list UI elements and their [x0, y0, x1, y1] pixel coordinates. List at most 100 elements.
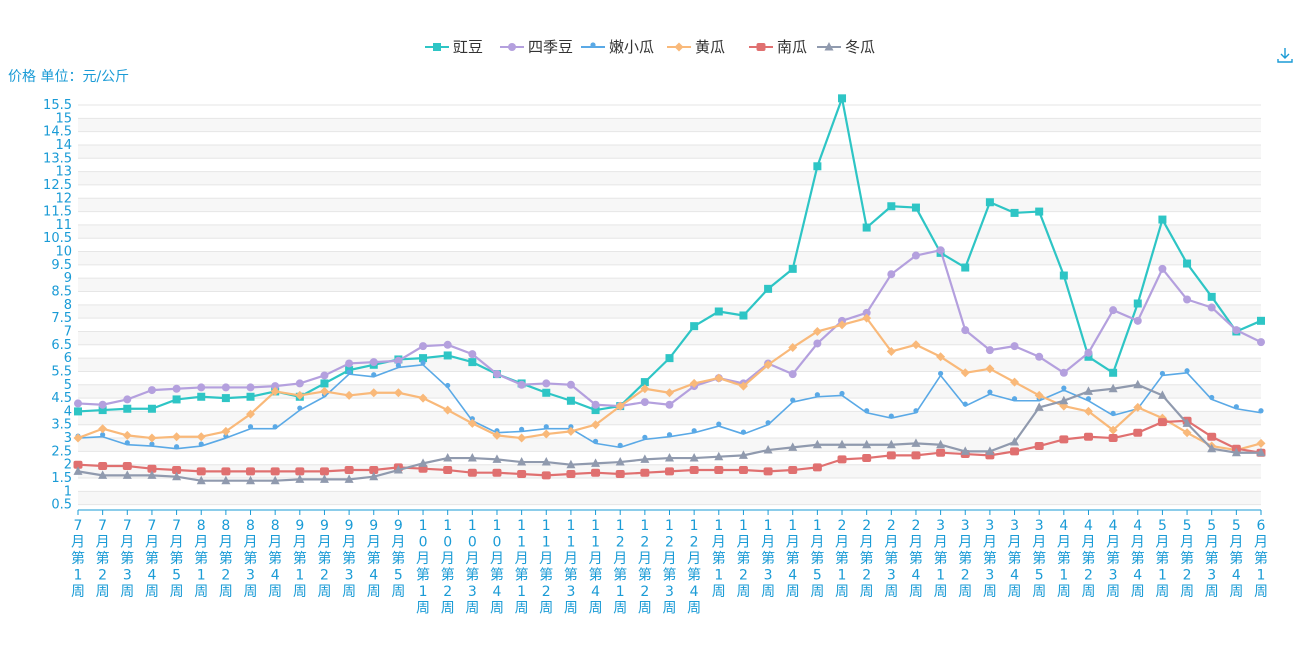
- data-point: [519, 426, 525, 432]
- data-point: [1182, 418, 1192, 427]
- data-point: [443, 351, 452, 360]
- data-point: [1207, 292, 1216, 301]
- grid-band: [78, 118, 1261, 132]
- data-point: [1108, 383, 1118, 393]
- data-point: [617, 442, 623, 448]
- data-point: [960, 368, 970, 378]
- data-point: [344, 390, 354, 400]
- data-point: [172, 384, 181, 393]
- data-point: [886, 346, 896, 356]
- data-point: [814, 392, 820, 398]
- data-point: [98, 470, 108, 479]
- x-tick-label: 5 月第 3 周: [1205, 518, 1219, 600]
- data-point: [911, 451, 921, 460]
- data-point: [813, 162, 822, 171]
- x-tick-label: 5 月第 2 周: [1180, 518, 1194, 600]
- series-冬瓜: [73, 379, 1266, 485]
- data-point: [640, 378, 649, 387]
- data-point: [98, 400, 107, 409]
- data-point: [738, 381, 748, 391]
- data-point: [147, 470, 157, 479]
- data-point: [936, 448, 946, 457]
- y-tick-label: 3: [64, 431, 72, 446]
- data-point: [98, 462, 108, 471]
- legend-marker: [590, 42, 596, 48]
- data-point: [591, 400, 600, 409]
- data-point: [1061, 385, 1067, 391]
- data-point: [319, 474, 329, 483]
- x-tick-label: 1 2 月第 1 周: [613, 518, 627, 617]
- data-point: [987, 389, 993, 395]
- legend-item-嫩小瓜[interactable]: 嫩小瓜: [581, 38, 654, 56]
- data-point: [221, 394, 230, 403]
- grid-band: [78, 331, 1261, 345]
- data-point: [936, 246, 945, 255]
- data-point: [369, 388, 379, 398]
- legend-item-豇豆[interactable]: 豇豆: [425, 38, 483, 56]
- x-tick-label: 1 2 月第 2 周: [638, 518, 652, 617]
- legend-label: 冬瓜: [845, 38, 875, 56]
- y-tick-label: 13: [55, 165, 72, 180]
- download-icon[interactable]: [1276, 46, 1294, 64]
- data-point: [862, 308, 871, 317]
- data-point: [888, 413, 894, 419]
- data-point: [1157, 390, 1167, 399]
- legend-label: 嫩小瓜: [609, 38, 654, 56]
- data-point: [1109, 368, 1118, 377]
- data-point: [196, 432, 206, 442]
- data-point: [147, 386, 156, 395]
- data-point: [246, 475, 256, 485]
- y-tick-label: 10: [55, 245, 72, 260]
- legend-item-南瓜[interactable]: 南瓜: [749, 38, 807, 56]
- grid-band: [78, 251, 1261, 265]
- y-tick-label: 8.5: [51, 285, 72, 300]
- y-tick-label: 2.5: [51, 444, 72, 459]
- data-point: [197, 392, 206, 401]
- data-point: [764, 284, 773, 293]
- legend[interactable]: 豇豆 四季豆 嫩小瓜 黄瓜 南瓜 冬瓜: [425, 38, 875, 56]
- data-point: [468, 350, 477, 359]
- series-lines: [73, 94, 1266, 485]
- data-point: [665, 400, 674, 409]
- data-point: [1059, 271, 1068, 280]
- data-point: [862, 454, 872, 463]
- data-point: [961, 263, 970, 272]
- data-point: [1257, 338, 1265, 347]
- data-point: [517, 470, 527, 479]
- grid-band: [78, 144, 1261, 159]
- data-point: [812, 463, 822, 472]
- data-point: [419, 354, 428, 363]
- x-tick-label: 3 月第 5 周: [1032, 518, 1046, 600]
- data-point: [936, 439, 946, 449]
- data-point: [592, 438, 599, 444]
- data-point: [542, 388, 551, 397]
- legend-item-四季豆[interactable]: 四季豆: [500, 38, 573, 56]
- data-point: [911, 203, 920, 212]
- x-tick-label: 1 0 月第 3 周: [465, 518, 479, 617]
- data-point: [615, 401, 625, 411]
- data-point: [666, 432, 673, 438]
- data-point: [864, 408, 870, 414]
- data-point: [394, 356, 403, 365]
- y-tick-label: 9.5: [51, 258, 72, 273]
- legend-marker: [508, 43, 516, 51]
- data-point: [838, 94, 847, 103]
- legend-item-冬瓜[interactable]: 冬瓜: [817, 38, 875, 56]
- grid-band: [78, 224, 1261, 239]
- data-point: [1207, 303, 1216, 312]
- data-point: [615, 470, 625, 479]
- legend-marker: [674, 42, 684, 52]
- data-point: [591, 468, 601, 477]
- data-point: [739, 311, 748, 320]
- data-point: [1158, 215, 1167, 224]
- data-point: [1010, 208, 1019, 217]
- y-tick-label: 9: [64, 271, 72, 286]
- x-tick-label: 5 月第 1 周: [1155, 518, 1169, 600]
- y-tick-label: 1: [64, 484, 72, 499]
- data-point: [911, 438, 921, 447]
- legend-item-黄瓜[interactable]: 黄瓜: [667, 38, 725, 56]
- x-tick-label: 1 0 月第 2 周: [441, 518, 455, 617]
- data-point: [492, 454, 502, 463]
- y-tick-label: 8: [64, 298, 72, 313]
- y-tick-label: 0.5: [51, 498, 72, 513]
